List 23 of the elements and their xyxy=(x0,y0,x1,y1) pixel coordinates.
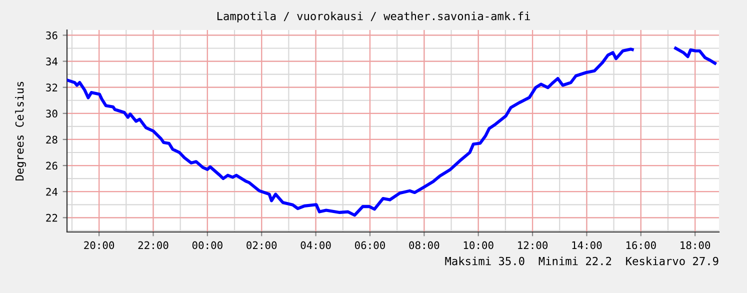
chart-title: Lampotila / vuorokausi / weather.savonia-amk.fi xyxy=(217,12,530,22)
x-tick-label: 20:00 xyxy=(84,241,114,250)
x-tick-label: 16:00 xyxy=(626,241,656,250)
x-tick-label: 08:00 xyxy=(409,241,440,250)
y-tick-label: 32 xyxy=(46,84,58,92)
x-tick-label: 18:00 xyxy=(680,241,710,250)
x-tick-label: 00:00 xyxy=(192,241,222,250)
x-tick-label: 22:00 xyxy=(138,241,168,250)
y-tick-label: 22 xyxy=(46,214,58,222)
x-tick-label: 14:00 xyxy=(572,241,602,250)
y-axis-title: Degrees Celsius xyxy=(15,82,26,180)
y-tick-label: 24 xyxy=(46,188,58,196)
x-tick-label: 02:00 xyxy=(246,241,277,250)
x-tick-label: 12:00 xyxy=(518,241,548,250)
x-tick-label: 10:00 xyxy=(464,241,494,250)
y-tick-label: 36 xyxy=(46,31,58,40)
x-tick-label: 06:00 xyxy=(354,241,385,250)
y-tick-label: 30 xyxy=(46,110,58,118)
y-tick-label: 28 xyxy=(46,136,58,144)
x-tick-label: 04:00 xyxy=(300,241,331,250)
y-tick-label: 26 xyxy=(46,162,58,170)
y-tick-label: 34 xyxy=(46,58,58,66)
text: Maksimi 35.0 Minimi 22.2 Keskiarvo 27.9 xyxy=(445,256,718,266)
